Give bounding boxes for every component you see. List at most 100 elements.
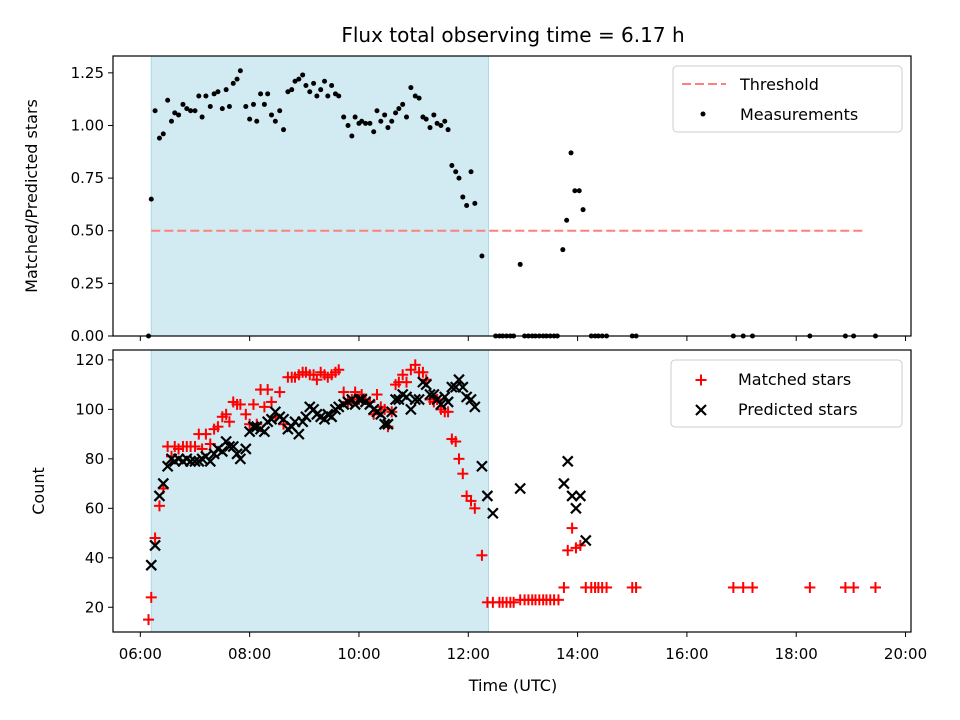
measurement-point (265, 91, 271, 97)
measurement-point (385, 125, 391, 131)
top-y-tick-label: 0.50 (71, 222, 104, 240)
measurement-point (423, 116, 429, 122)
measurement-point (148, 196, 154, 202)
legend-matched-label: Matched stars (738, 370, 851, 389)
predicted-star-point (145, 559, 158, 571)
predicted-star-point (409, 393, 422, 406)
predicted-star-point (487, 507, 499, 520)
measurement-point (382, 112, 388, 118)
matched-star-point (417, 366, 429, 378)
measurement-point (389, 118, 395, 124)
predicted-star-point (385, 406, 398, 418)
predicted-star-point (438, 391, 451, 403)
bottom-y-tick-label: 40 (85, 549, 104, 567)
measurement-point (207, 104, 213, 110)
measurement-point (449, 162, 455, 168)
measurement-point (226, 104, 232, 110)
predicted-star-point (204, 455, 217, 468)
predicted-star-point (153, 490, 166, 502)
x-tick-label: 14:00 (556, 645, 599, 663)
predicted-star-point (413, 393, 425, 406)
matched-star-point (200, 428, 212, 440)
measurement-point (152, 108, 158, 114)
predicted-star-point (389, 393, 402, 406)
measurement-point (300, 72, 306, 78)
matched-star-point (465, 495, 477, 507)
measurement-point (211, 91, 217, 97)
predicted-star-point (149, 539, 161, 552)
measurement-point (285, 89, 291, 95)
measurement-point (367, 120, 373, 126)
bottom-y-tick-label: 60 (85, 499, 104, 517)
measurement-point (165, 97, 171, 103)
bottom-y-tick-label: 80 (85, 450, 104, 468)
measurement-point (442, 118, 448, 124)
measurement-point (341, 114, 347, 120)
measurement-point (296, 76, 302, 82)
bottom-panel: 06:00 08:00 10:00 12:00 14:00 16:00 18:00 20:00… (29, 349, 927, 695)
top-y-tick-label: 1.25 (71, 64, 104, 82)
predicted-star-point (400, 391, 413, 403)
measurement-point (352, 114, 358, 120)
measurement-point (464, 202, 470, 208)
bottom-axes-frame (112, 349, 912, 633)
matched-star-point (338, 386, 350, 398)
matched-star-point (442, 406, 454, 418)
measurement-point (230, 80, 236, 86)
predicted-star-point (574, 490, 587, 502)
measurement-point (396, 106, 402, 112)
predicted-star-point (227, 440, 240, 453)
measurement-point (250, 101, 256, 107)
matched-star-point (262, 384, 274, 396)
bottom-y-axis-label: Count (29, 467, 48, 515)
top-y-axis-label: Matched/Predicted stars (22, 99, 41, 293)
measurement-point (427, 125, 433, 131)
top-panel: 0.00 0.25 0.50 0.75 1.00 1.25 Matched/Predict… (22, 55, 912, 345)
matched-star-point (457, 468, 469, 480)
measurement-point (203, 93, 209, 99)
legend-predicted-label: Predicted stars (738, 400, 858, 419)
matched-star-point (453, 453, 465, 465)
predicted-stars-series (145, 373, 592, 571)
measurement-point (517, 261, 523, 267)
predicted-star-point (318, 413, 331, 426)
measurement-point (303, 82, 309, 88)
measurement-point (311, 80, 317, 86)
measurement-point (359, 118, 365, 124)
matched-star-point (409, 359, 421, 371)
predicted-star-point (293, 428, 305, 440)
x-tick-label: 06:00 (119, 645, 162, 663)
measurement-point (336, 93, 342, 99)
matched-star-point (566, 522, 578, 534)
chart-title: Flux total observing time = 6.17 h (341, 23, 684, 47)
bottom-legend: Matched stars Predicted stars (670, 359, 903, 428)
predicted-star-point (558, 477, 570, 490)
measurement-point (434, 120, 440, 126)
measurement-point (192, 108, 198, 114)
measurement-point (180, 101, 186, 107)
measurement-point (560, 247, 566, 253)
bottom-y-tick-label: 120 (75, 351, 104, 369)
x-tick-label: 18:00 (775, 645, 818, 663)
matched-star-point (234, 398, 246, 410)
predicted-star-point (435, 398, 447, 411)
legend-threshold-label: Threshold (739, 75, 819, 94)
top-axes-frame (112, 55, 912, 337)
measurement-point (479, 253, 485, 259)
measurement-point (400, 101, 406, 107)
legend-predicted-swatch (695, 404, 707, 416)
predicted-star-point (481, 490, 494, 502)
predicted-star-point (382, 418, 394, 430)
top-y-tick-label: 0.25 (71, 274, 104, 292)
predicted-star-point (465, 393, 477, 406)
measurement-point (292, 78, 298, 84)
measurement-point (325, 93, 331, 99)
measurement-point (254, 118, 260, 124)
measurement-point (445, 127, 451, 133)
predicted-star-point (157, 477, 170, 490)
top-x-ticks (139, 336, 907, 341)
measurement-point (234, 76, 240, 82)
measurement-point (564, 217, 570, 223)
predicted-star-point (442, 396, 454, 408)
measurement-point (307, 89, 313, 95)
